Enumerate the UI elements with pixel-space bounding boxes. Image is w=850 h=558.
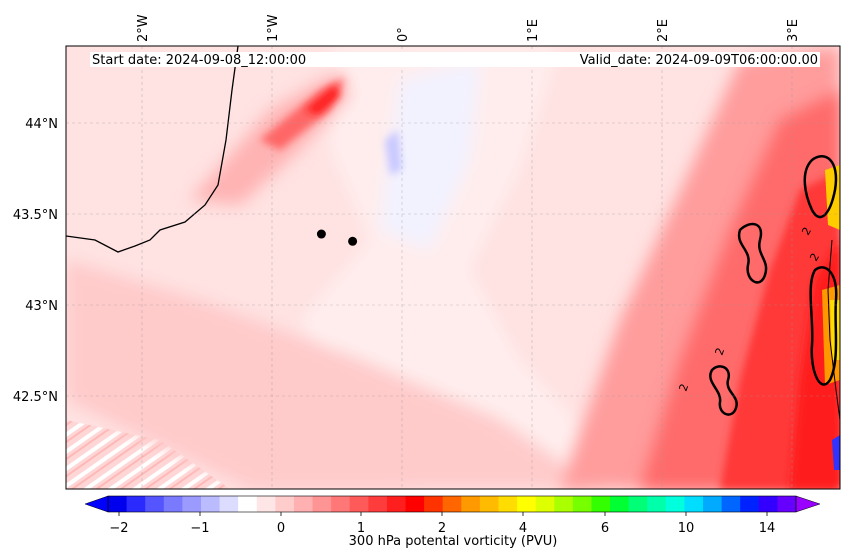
colorbar-segment — [145, 496, 165, 512]
lat-label: 44°N — [25, 117, 58, 132]
colorbar-tick-label: 0 — [277, 521, 285, 536]
colorbar-segment — [517, 496, 537, 512]
colorbar-segment — [684, 496, 704, 512]
latitude-labels: 44°N 43.5°N 43°N 42.5°N — [13, 117, 58, 405]
colorbar-segment — [238, 496, 258, 512]
lon-label: 1°W — [266, 14, 281, 42]
pv-field — [66, 46, 840, 489]
lat-label: 43°N — [25, 299, 58, 314]
colorbar-segment — [610, 496, 630, 512]
colorbar-segment — [349, 496, 369, 512]
colorbar-segment — [498, 496, 518, 512]
colorbar-tick-label: −1 — [190, 521, 209, 536]
date-banner — [90, 52, 820, 67]
colorbar-segment — [758, 496, 778, 512]
station-marker — [316, 229, 326, 239]
contour-label: 2 — [677, 382, 692, 393]
contour-label: 2 — [713, 346, 728, 357]
colorbar-segment — [777, 496, 797, 512]
colorbar-segment — [554, 496, 574, 512]
station-markers — [316, 229, 358, 246]
colorbar-extend-min — [84, 495, 109, 513]
colorbar-segments — [108, 496, 797, 512]
colorbar-segment — [293, 496, 314, 512]
colorbar-ticks: −2 −1 0 1 2 4 6 10 14 — [109, 512, 775, 536]
lat-label: 42.5°N — [13, 390, 58, 405]
lon-label: 1°E — [526, 19, 541, 42]
colorbar-segment — [331, 496, 351, 512]
lon-label: 2°W — [136, 14, 151, 42]
colorbar-segment — [628, 496, 648, 512]
colorbar-segment — [424, 496, 444, 512]
station-marker — [348, 236, 358, 246]
colorbar-segment — [591, 496, 611, 512]
colorbar-extend-max — [795, 495, 821, 513]
valid-date: Valid_date: 2024-09-09T06:00:00.00 — [580, 53, 818, 68]
colorbar-segment — [461, 496, 481, 512]
colorbar-tick-label: 1 — [357, 521, 365, 536]
colorbar-segment — [665, 496, 685, 512]
colorbar-segment — [200, 496, 221, 512]
colorbar-tick-label: 2 — [438, 521, 446, 536]
colorbar-segment — [163, 496, 183, 512]
lat-label: 43.5°N — [13, 208, 58, 223]
longitude-labels: 2°W 1°W 0° 1°E 2°E 3°E — [136, 14, 801, 42]
colorbar-segment — [219, 496, 239, 512]
colorbar-segment — [386, 496, 407, 512]
colorbar-segment — [479, 496, 499, 512]
colorbar-tick-label: −2 — [109, 521, 128, 536]
colorbar-segment — [405, 496, 425, 512]
lon-label: 0° — [396, 27, 411, 42]
colorbar-segment — [721, 496, 741, 512]
colorbar-segment — [368, 496, 388, 512]
colorbar-frame — [107, 495, 797, 513]
colorbar-segment — [647, 496, 667, 512]
map-frame — [65, 45, 841, 490]
lon-label: 2°E — [656, 19, 671, 42]
colorbar-label: 300 hPa potental vorticity (PVU) — [349, 534, 558, 549]
colorbar-segment — [312, 496, 332, 512]
colorbar-segment — [572, 496, 592, 512]
colorbar: −2 −1 0 1 2 4 6 10 14 300 hPa potental vorticity… — [84, 495, 821, 549]
colorbar-tick-label: 10 — [678, 521, 695, 536]
colorbar-segment — [442, 496, 462, 512]
colorbar-tick-label: 14 — [759, 521, 776, 536]
gridlines — [66, 46, 840, 489]
colorbar-segment — [108, 496, 128, 512]
colorbar-segment — [126, 496, 146, 512]
colorbar-tick-label: 6 — [601, 521, 609, 536]
colorbar-segment — [740, 496, 760, 512]
colorbar-segment — [535, 496, 555, 512]
colorbar-segment — [275, 496, 295, 512]
colorbar-segment — [182, 496, 202, 512]
colorbar-segment — [256, 496, 276, 512]
start-date: Start date: 2024-09-08_12:00:00 — [92, 53, 306, 68]
lon-label: 3°E — [786, 19, 801, 42]
colorbar-tick-label: 4 — [519, 521, 527, 536]
colorbar-segment — [703, 496, 723, 512]
